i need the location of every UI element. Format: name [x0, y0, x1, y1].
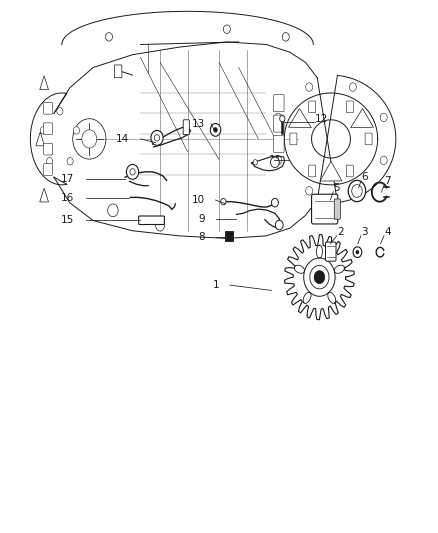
- FancyBboxPatch shape: [274, 95, 284, 112]
- Text: 1: 1: [212, 280, 219, 290]
- FancyBboxPatch shape: [44, 123, 53, 134]
- Circle shape: [108, 204, 118, 217]
- Text: 9: 9: [198, 214, 205, 224]
- Circle shape: [353, 247, 362, 257]
- FancyBboxPatch shape: [44, 102, 53, 114]
- Circle shape: [155, 220, 164, 231]
- Circle shape: [82, 130, 97, 148]
- FancyBboxPatch shape: [274, 135, 284, 152]
- FancyBboxPatch shape: [183, 120, 189, 135]
- FancyBboxPatch shape: [225, 231, 233, 241]
- Circle shape: [350, 83, 357, 91]
- Circle shape: [46, 158, 53, 165]
- Text: 13: 13: [192, 119, 205, 129]
- Text: 2: 2: [337, 227, 343, 237]
- Circle shape: [271, 157, 279, 167]
- FancyBboxPatch shape: [365, 133, 372, 145]
- Circle shape: [275, 113, 282, 122]
- Circle shape: [283, 33, 289, 41]
- Circle shape: [356, 250, 359, 254]
- Circle shape: [306, 187, 313, 195]
- Circle shape: [130, 168, 135, 175]
- Polygon shape: [351, 109, 374, 128]
- FancyBboxPatch shape: [44, 164, 53, 175]
- Circle shape: [40, 127, 46, 134]
- FancyBboxPatch shape: [114, 65, 122, 78]
- Circle shape: [221, 198, 226, 205]
- Text: 15: 15: [61, 215, 74, 225]
- Circle shape: [310, 265, 329, 289]
- FancyBboxPatch shape: [309, 101, 316, 112]
- Circle shape: [253, 160, 258, 165]
- Circle shape: [272, 198, 279, 207]
- Circle shape: [223, 25, 230, 34]
- Text: 10: 10: [192, 195, 205, 205]
- FancyBboxPatch shape: [325, 242, 336, 261]
- Circle shape: [106, 33, 113, 41]
- Text: 7: 7: [384, 176, 391, 187]
- Circle shape: [380, 156, 387, 165]
- FancyBboxPatch shape: [139, 216, 164, 224]
- Circle shape: [67, 158, 73, 165]
- Circle shape: [348, 180, 366, 201]
- Circle shape: [213, 127, 218, 133]
- Polygon shape: [320, 161, 342, 181]
- FancyBboxPatch shape: [346, 165, 353, 177]
- Polygon shape: [36, 132, 45, 146]
- Circle shape: [380, 113, 387, 122]
- Polygon shape: [40, 76, 49, 90]
- Text: 17: 17: [61, 174, 74, 184]
- Circle shape: [275, 156, 282, 165]
- Text: 4: 4: [384, 227, 391, 237]
- Circle shape: [73, 119, 106, 159]
- Circle shape: [276, 220, 283, 230]
- Text: 5: 5: [333, 183, 340, 193]
- FancyBboxPatch shape: [44, 143, 53, 155]
- FancyBboxPatch shape: [311, 194, 338, 224]
- Circle shape: [352, 184, 362, 197]
- Text: 14: 14: [116, 134, 130, 144]
- Circle shape: [210, 124, 221, 136]
- Text: 6: 6: [361, 172, 367, 182]
- Text: 3: 3: [361, 227, 367, 237]
- Circle shape: [74, 127, 80, 134]
- FancyBboxPatch shape: [309, 165, 316, 177]
- FancyBboxPatch shape: [290, 133, 297, 145]
- Circle shape: [151, 131, 163, 146]
- Circle shape: [314, 271, 325, 284]
- Text: 11: 11: [269, 155, 283, 165]
- Polygon shape: [40, 188, 49, 202]
- FancyBboxPatch shape: [274, 115, 284, 132]
- Circle shape: [350, 187, 357, 195]
- Text: 16: 16: [61, 193, 74, 204]
- Circle shape: [57, 108, 63, 115]
- Text: 8: 8: [198, 232, 205, 242]
- FancyBboxPatch shape: [334, 199, 340, 219]
- FancyBboxPatch shape: [346, 101, 353, 112]
- Circle shape: [304, 258, 335, 296]
- Circle shape: [127, 165, 139, 179]
- Text: 12: 12: [315, 114, 328, 124]
- Polygon shape: [289, 109, 311, 128]
- Circle shape: [306, 83, 313, 91]
- Circle shape: [280, 116, 285, 122]
- Circle shape: [154, 135, 159, 141]
